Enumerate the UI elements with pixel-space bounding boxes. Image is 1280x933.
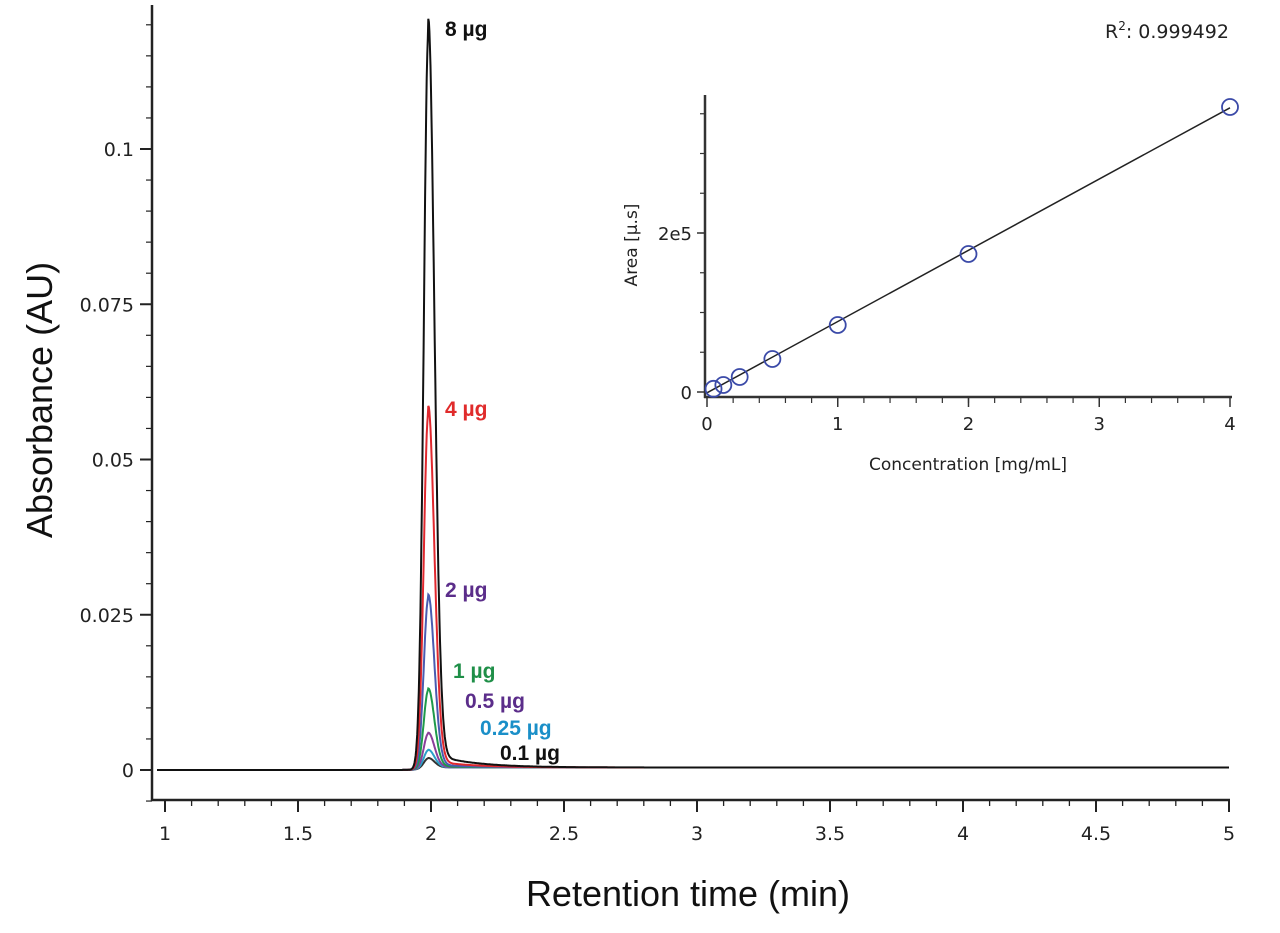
peak-label: 0.1 µg bbox=[500, 742, 560, 765]
calibration-inset: 0 1 2 3 4 0 2e5 bbox=[658, 95, 1239, 435]
calibration-fit-line bbox=[706, 107, 1231, 394]
r-squared-annotation: R2: 0.999492 bbox=[1105, 19, 1229, 43]
x-tick-label: 2 bbox=[425, 823, 437, 845]
trace-1ug bbox=[157, 686, 1229, 771]
x-tick-label: 1 bbox=[159, 823, 171, 845]
trace-0.5ug bbox=[157, 731, 1229, 771]
peak-label: 0.5 µg bbox=[465, 690, 525, 713]
calibration-point bbox=[714, 376, 733, 394]
x-tick-label: 4.5 bbox=[1081, 823, 1111, 845]
inset-x-tick-label: 4 bbox=[1224, 414, 1235, 435]
x-tick-label: 2.5 bbox=[549, 823, 579, 845]
x-tick-label: 4 bbox=[957, 823, 969, 845]
inset-y-tick-label: 2e5 bbox=[658, 224, 692, 245]
peak-label: 1 µg bbox=[453, 660, 495, 683]
r-squared-superscript: 2 bbox=[1118, 19, 1126, 33]
x-tick-label: 1.5 bbox=[283, 823, 313, 845]
calibration-point bbox=[1221, 98, 1239, 116]
peak-label: 0.25 µg bbox=[480, 717, 552, 740]
inset-x-axis-label: Concentration [mg/mL] bbox=[869, 455, 1067, 475]
inset-x-tick-label: 0 bbox=[701, 414, 712, 435]
inset-x-tick-label: 1 bbox=[832, 414, 843, 435]
x-axis-label: Retention time (min) bbox=[526, 873, 850, 914]
y-tick-label: 0 bbox=[122, 760, 134, 782]
y-axis-label: Absorbance (AU) bbox=[19, 262, 60, 538]
r-squared-label: R bbox=[1105, 21, 1118, 43]
peak-label: 2 µg bbox=[445, 579, 487, 602]
y-tick-label: 0.05 bbox=[92, 450, 134, 472]
r-squared-value: : 0.999492 bbox=[1126, 21, 1229, 43]
inset-x-tick-label: 3 bbox=[1094, 414, 1105, 435]
calibration-point bbox=[763, 350, 782, 368]
x-tick-label: 3.5 bbox=[815, 823, 845, 845]
x-tick-label: 3 bbox=[691, 823, 703, 845]
trace-8ug bbox=[157, 18, 1229, 771]
peak-label: 8 µg bbox=[445, 18, 487, 41]
y-tick-label: 0.025 bbox=[80, 605, 134, 627]
inset-x-tick-label: 2 bbox=[963, 414, 974, 435]
chromatogram-traces bbox=[157, 18, 1229, 771]
y-tick-label: 0.1 bbox=[104, 139, 134, 161]
inset-y-tick-label: 0 bbox=[681, 383, 692, 404]
trace-4ug bbox=[157, 405, 1229, 771]
calibration-point bbox=[730, 368, 749, 386]
x-tick-label: 5 bbox=[1223, 823, 1235, 845]
y-tick-label: 0.075 bbox=[80, 294, 134, 316]
calibration-point bbox=[959, 245, 978, 263]
peak-labels: 8 µg 4 µg 2 µg 1 µg 0.5 µg 0.25 µg0.1 µg bbox=[445, 18, 560, 765]
calibration-point bbox=[828, 316, 847, 334]
trace-2ug bbox=[157, 592, 1229, 771]
main-axes: 1 1.5 2 2.5 3 3.5 4 4.5 5 0 0.025 0.05 0.075 0.1 bbox=[80, 5, 1235, 845]
peak-label: 4 µg bbox=[445, 398, 487, 421]
inset-y-axis-label: Area [µ.s] bbox=[622, 204, 642, 287]
calibration-point bbox=[704, 379, 723, 398]
